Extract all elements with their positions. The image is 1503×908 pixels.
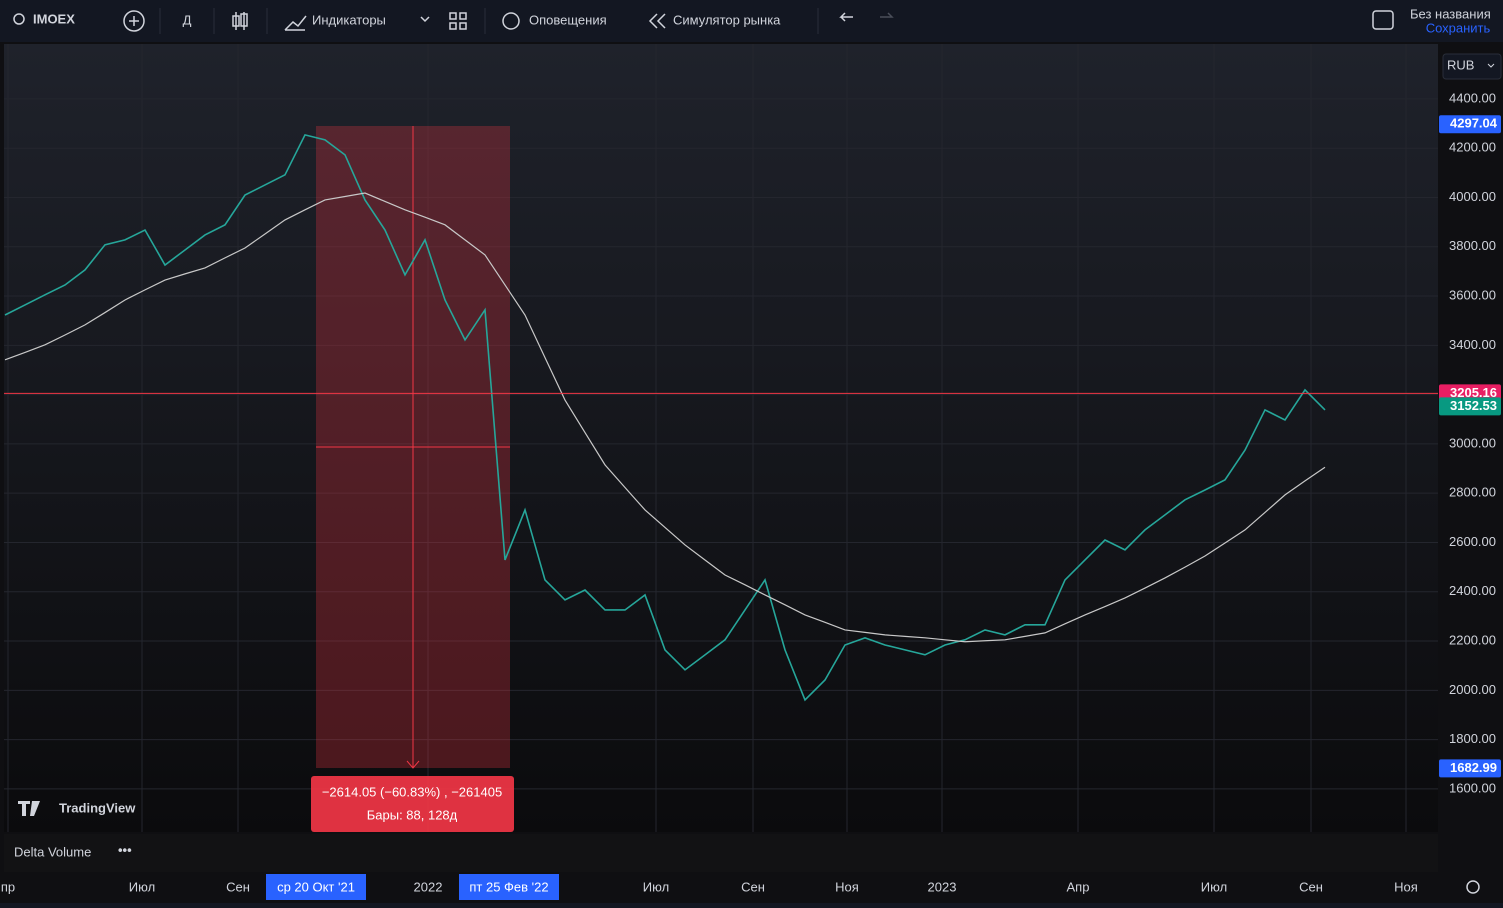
price-label-box xyxy=(1439,115,1501,134)
y-tick-label: 4400.00 xyxy=(1449,90,1496,105)
replay[interactable]: Симулятор рынка xyxy=(673,12,781,27)
x-tick-label: Ноя xyxy=(1394,879,1418,894)
currency[interactable]: RUB xyxy=(1447,57,1474,72)
y-tick-label: 2400.00 xyxy=(1449,583,1496,598)
price-line xyxy=(4,192,1326,643)
x-tick-label: пр xyxy=(1,879,15,894)
x-tick-label: Сен xyxy=(226,879,250,894)
y-tick-label: 3000.00 xyxy=(1449,435,1496,450)
y-tick-label: 4000.00 xyxy=(1449,189,1496,204)
x-tick-label: 2023 xyxy=(928,879,957,894)
interval[interactable]: Д xyxy=(183,12,192,27)
y-tick-label: 2600.00 xyxy=(1449,534,1496,549)
pane xyxy=(4,834,1438,872)
undo-icon[interactable] xyxy=(839,12,853,22)
x-tick-label: Июл xyxy=(643,879,669,894)
crosshair-date-box xyxy=(459,874,559,900)
layout-name[interactable]: Без названия xyxy=(1410,6,1491,21)
alerts[interactable]: Оповещения xyxy=(529,12,607,27)
redo-icon xyxy=(880,12,894,18)
templates-icon[interactable] xyxy=(449,12,467,30)
measure-bars: Бары: 88, 128д xyxy=(367,807,458,822)
dropdown-icon[interactable] xyxy=(420,16,430,23)
x-tick-label: Июл xyxy=(1201,879,1227,894)
alert-icon[interactable] xyxy=(502,12,520,30)
add-icon xyxy=(129,16,139,26)
currency-box[interactable] xyxy=(1442,53,1502,80)
x-tick-label: Июл xyxy=(129,879,155,894)
price-label-box xyxy=(1439,397,1501,416)
crosshair-date: пт 25 Фев '22 xyxy=(469,879,548,894)
dropdown-icon xyxy=(1487,63,1495,68)
x-tick-label: 2022 xyxy=(414,879,443,894)
save[interactable]: Сохранить xyxy=(1426,20,1491,35)
x-tick-label: Сен xyxy=(741,879,765,894)
y-tick-label: 3800.00 xyxy=(1449,238,1496,253)
y-tick-label: 2000.00 xyxy=(1449,682,1496,697)
pane-menu[interactable]: ••• xyxy=(118,842,132,857)
watermark: TradingView xyxy=(59,800,136,815)
indicators[interactable]: Индикаторы xyxy=(312,12,386,27)
add-icon[interactable] xyxy=(123,10,145,32)
measure-arrow xyxy=(406,760,420,769)
toolbar xyxy=(0,0,1503,42)
y-tick-label: 1800.00 xyxy=(1449,731,1496,746)
price-label: 3205.16 xyxy=(1450,385,1497,400)
crosshair-date: ср 20 Окт '21 xyxy=(277,879,355,894)
y-tick-label: 3400.00 xyxy=(1449,337,1496,352)
logo-icon xyxy=(18,801,40,816)
measure-change: −2614.05 (−60.83%) , −261405 xyxy=(322,784,502,799)
price-label: 4297.04 xyxy=(1450,116,1498,131)
measure-box xyxy=(311,776,514,832)
search-icon[interactable] xyxy=(13,13,25,25)
price-label: 1682.99 xyxy=(1450,760,1497,775)
indicators-icon[interactable] xyxy=(284,15,307,31)
y-tick-label: 3600.00 xyxy=(1449,287,1496,302)
pane-legend: Delta Volume xyxy=(14,844,91,859)
chart-area xyxy=(4,44,1438,832)
x-tick-label: Ноя xyxy=(835,879,859,894)
price-label: 3152.53 xyxy=(1450,398,1497,413)
y-tick-label: 2800.00 xyxy=(1449,485,1496,500)
layout-icon[interactable] xyxy=(1372,10,1394,30)
settings-icon[interactable] xyxy=(1466,880,1480,894)
candles-icon[interactable] xyxy=(232,12,248,30)
crosshair-date-box xyxy=(266,874,366,900)
y-tick-label: 2200.00 xyxy=(1449,632,1496,647)
replay-icon[interactable] xyxy=(648,13,666,29)
price-line xyxy=(4,133,1326,702)
price-label-box xyxy=(1439,759,1501,778)
x-tick-label: Апр xyxy=(1067,879,1090,894)
y-tick-label: 1600.00 xyxy=(1449,780,1496,795)
x-tick-label: Сен xyxy=(1299,879,1323,894)
y-tick-label: 4200.00 xyxy=(1449,140,1496,155)
symbol[interactable]: IMOEX xyxy=(33,11,75,26)
